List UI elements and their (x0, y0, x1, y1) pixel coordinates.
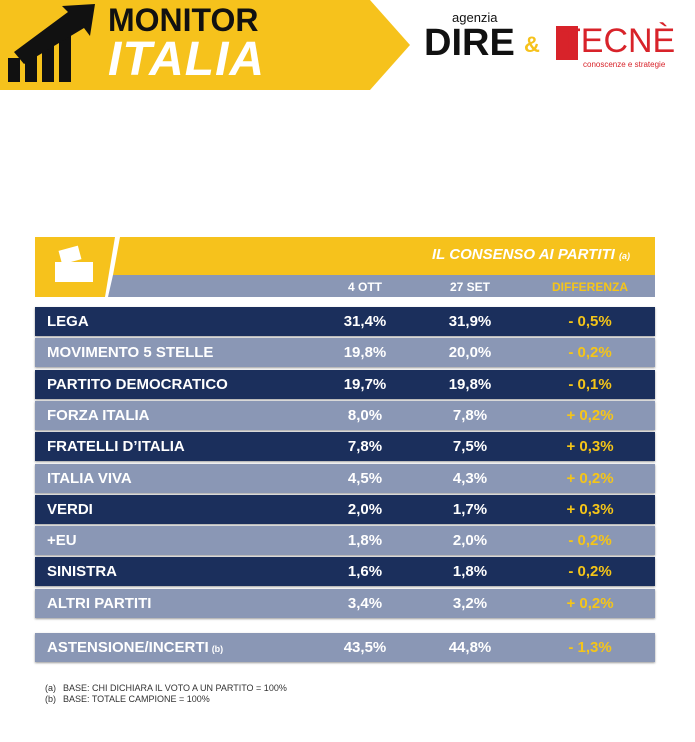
party: PARTITO DEMOCRATICO (47, 375, 228, 393)
cell: - 0,2% (568, 344, 612, 362)
column-label: 27 SET (449, 280, 491, 294)
table-row: FORZA ITALIA 8,0% 7,8% + 0,2% (35, 400, 655, 430)
title-note: (a) (619, 251, 630, 261)
tecne-box (556, 26, 578, 60)
banner (0, 0, 410, 90)
cell: 1,8% (452, 563, 488, 581)
ballot-icon (55, 245, 93, 282)
cell: + 0,3% (566, 438, 614, 456)
total-text: ASTENSIONE/INCERTI (47, 639, 209, 656)
cell: 31,9% (448, 313, 492, 330)
partner-small: agenzia (452, 10, 498, 25)
cell: 2,0% (452, 532, 488, 550)
cell: 19,8% (448, 375, 492, 393)
table-row: +EU 1,8% 2,0% - 0,2% (35, 526, 655, 556)
footnote-text: BASE: CHI DICHIARA IL VOTO A UN PARTITO … (63, 683, 287, 693)
cell: + 0,2% (566, 594, 614, 612)
cell: - 0,2% (568, 532, 612, 550)
cell: 43,5% (343, 639, 387, 656)
cell: 31,4% (343, 313, 387, 330)
cell: - 0,2% (568, 563, 612, 581)
table-row: SINISTRA 1,6% 1,8% - 0,2% (35, 557, 655, 587)
title-bar (113, 237, 655, 275)
cell: 1,6% (347, 563, 383, 581)
party: +EU (47, 532, 77, 550)
partner1: DIRE (424, 22, 515, 64)
cell: 4,3% (452, 469, 488, 487)
party: MOVIMENTO 5 STELLE (47, 344, 214, 362)
cell: 8,0% (347, 406, 383, 424)
total-row: ASTENSIONE/INCERTI (b) 43,5% 44,8% - 1,3% (35, 633, 655, 662)
footnote: (b) BASE: TOTALE CAMPIONE = 100% (45, 694, 210, 704)
table-row: PARTITO DEMOCRATICO 19,7% 19,8% - 0,1% (35, 369, 655, 399)
partner2-tagline: conoscenze e strategie (583, 60, 666, 69)
table-row: MOVIMENTO 5 STELLE 19,8% 20,0% - 0,2% (35, 338, 655, 368)
cell: - 0,5% (568, 313, 612, 330)
party: FORZA ITALIA (47, 406, 150, 424)
cell: 19,7% (343, 375, 387, 393)
amp: & (524, 32, 540, 57)
party: ALTRI PARTITI (47, 594, 152, 612)
cell: 4,5% (347, 469, 383, 487)
footnote-text: BASE: TOTALE CAMPIONE = 100% (63, 694, 210, 704)
footnote-mark: (a) (45, 683, 56, 693)
column-label: 4 OTT (347, 280, 382, 294)
logo-bars (8, 4, 95, 82)
cell: + 0,2% (566, 406, 614, 424)
total-label: ASTENSIONE/INCERTI (b) (47, 639, 223, 656)
brand-top: MONITOR (108, 2, 259, 38)
party: ITALIA VIVA (47, 469, 132, 487)
cell: - 1,3% (568, 639, 612, 656)
table-row: ITALIA VIVA 4,5% 4,3% + 0,2% (35, 463, 655, 493)
partner2: TECNÈ (560, 22, 676, 60)
cell: - 0,1% (568, 375, 612, 393)
brand-bottom: ITALIA (108, 33, 266, 86)
total-note: (b) (211, 644, 224, 654)
table-row: VERDI 2,0% 1,7% + 0,3% (35, 494, 655, 524)
party: LEGA (47, 313, 89, 330)
cell: 44,8% (448, 639, 492, 656)
party: SINISTRA (47, 563, 118, 581)
decor (0, 0, 655, 297)
cell: 1,7% (452, 500, 488, 518)
table-title: IL CONSENSO AI PARTITI (a) (400, 246, 630, 263)
cell: 2,0% (347, 500, 383, 518)
table-row: ALTRI PARTITI 3,4% 3,2% + 0,2% (35, 588, 655, 618)
title-text: IL CONSENSO AI PARTITI (432, 246, 615, 263)
footnote-mark: (b) (45, 694, 56, 704)
subheader-bar (108, 275, 655, 297)
party: FRATELLI D’ITALIA (47, 438, 185, 456)
cell: + 0,2% (566, 469, 614, 487)
party: VERDI (47, 500, 93, 518)
cell: 20,0% (448, 344, 492, 362)
cell: 3,4% (347, 594, 383, 612)
cell: + 0,3% (566, 500, 614, 518)
column-header: 4 OTT 27 SET DIFFERENZA (35, 276, 655, 296)
footnote: (a) BASE: CHI DICHIARA IL VOTO A UN PARTI… (45, 683, 287, 693)
table-row: FRATELLI D’ITALIA 7,8% 7,5% + 0,3% (35, 432, 655, 462)
column-label: DIFFERENZA (552, 280, 628, 294)
cell: 7,5% (452, 438, 488, 456)
cell: 3,2% (452, 594, 488, 612)
cell: 7,8% (347, 438, 383, 456)
cell: 1,8% (347, 532, 383, 550)
cell: 19,8% (343, 344, 387, 362)
table-row: LEGA 31,4% 31,9% - 0,5% (35, 307, 655, 336)
cell: 7,8% (452, 406, 488, 424)
